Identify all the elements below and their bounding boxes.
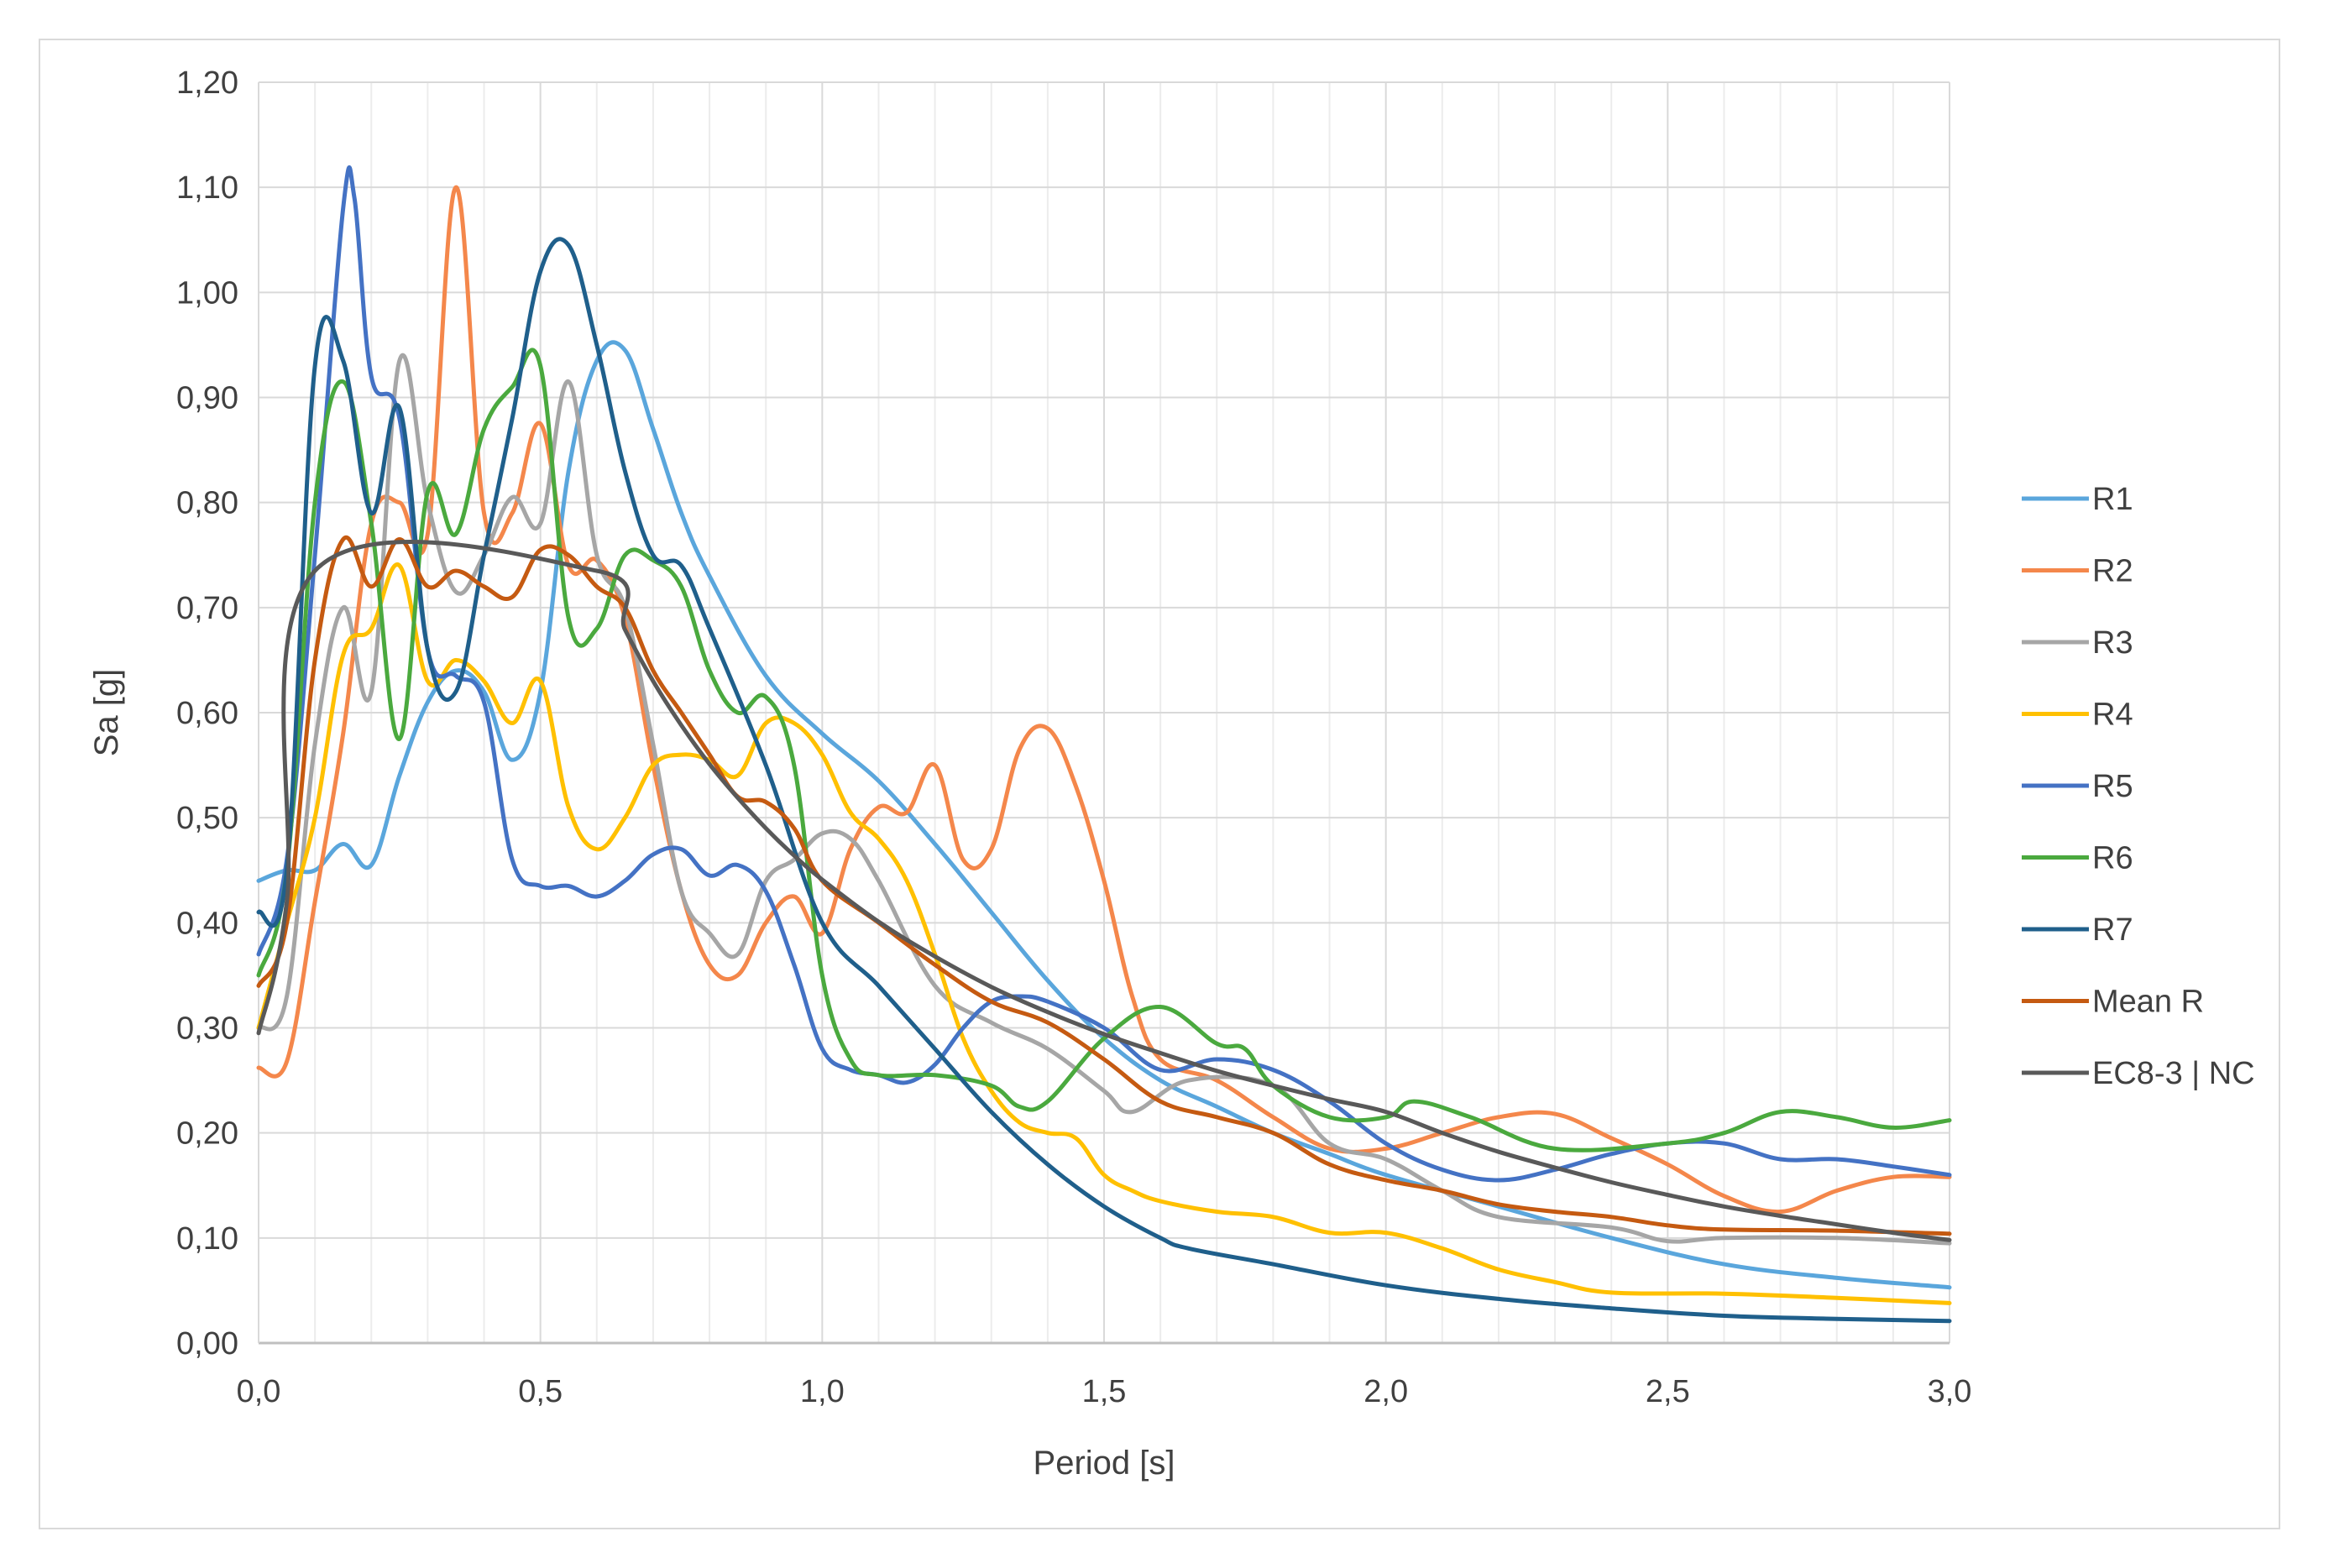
y-tick-label: 1,20 (176, 65, 238, 101)
y-tick-label: 0,70 (176, 591, 238, 626)
x-tick-label: 3,0 (1928, 1374, 1972, 1409)
y-tick-label: 1,00 (176, 275, 238, 311)
series-line-r4 (256, 562, 1952, 1305)
x-tick-label: 0,0 (237, 1374, 281, 1409)
series-lines (256, 165, 1952, 1324)
series-line-r5 (256, 165, 1952, 1183)
series-line-r7 (256, 237, 1952, 1324)
y-tick-label: 0,20 (176, 1116, 238, 1152)
legend-label-r2: R2 (2092, 554, 2133, 589)
x-tick-label: 2,5 (1646, 1374, 1690, 1409)
legend-label-r6: R6 (2092, 841, 2133, 876)
y-tick-label: 0,40 (176, 906, 238, 941)
legend-label-mean-r: Mean R (2092, 985, 2204, 1020)
y-tick-label: 0,90 (176, 381, 238, 416)
y-tick-label: 0,30 (176, 1011, 238, 1047)
major-gridlines (259, 81, 1950, 1343)
y-tick-label: 0,80 (176, 486, 238, 521)
legend-label-r3: R3 (2092, 625, 2133, 661)
y-axis-title: Sa [g] (88, 669, 125, 757)
legend: R1 R2 R3 R4 R5 R6 R7 Mean R EC8-3 | NC (2022, 482, 2255, 1091)
axes (258, 82, 1950, 1345)
legend-label-r5: R5 (2092, 769, 2133, 804)
x-tick-label: 1,0 (800, 1374, 845, 1409)
x-axis-title: Period [s] (1034, 1445, 1175, 1482)
y-tick-label: 0,10 (176, 1221, 238, 1257)
x-tick-label: 1,5 (1082, 1374, 1127, 1409)
series-line-r6 (256, 348, 1952, 1152)
series-line-ec8-3-nc (256, 540, 1952, 1242)
y-tick-label: 0,60 (176, 696, 238, 731)
y-axis-tick-labels: 0,00 0,10 0,20 0,30 0,40 0,50 0,60 0,70 0,80 0,90… (176, 65, 238, 1362)
chart-frame (39, 39, 2280, 1529)
legend-label-r4: R4 (2092, 698, 2133, 733)
x-axis-tick-labels: 0,0 0,5 1,0 1,5 2,0 2,5 3,0 (237, 1374, 1972, 1409)
y-tick-label: 0,50 (176, 801, 238, 836)
x-tick-label: 0,5 (518, 1374, 563, 1409)
series-line-mean-r (256, 535, 1952, 1236)
legend-label-r1: R1 (2092, 482, 2133, 517)
legend-label-ec8-3-nc: EC8-3 | NC (2092, 1056, 2255, 1091)
y-tick-label: 0,00 (176, 1326, 238, 1362)
legend-label-r7: R7 (2092, 912, 2133, 948)
x-tick-label: 2,0 (1363, 1374, 1408, 1409)
y-tick-label: 1,10 (176, 170, 238, 206)
series-line-r1 (256, 340, 1952, 1290)
